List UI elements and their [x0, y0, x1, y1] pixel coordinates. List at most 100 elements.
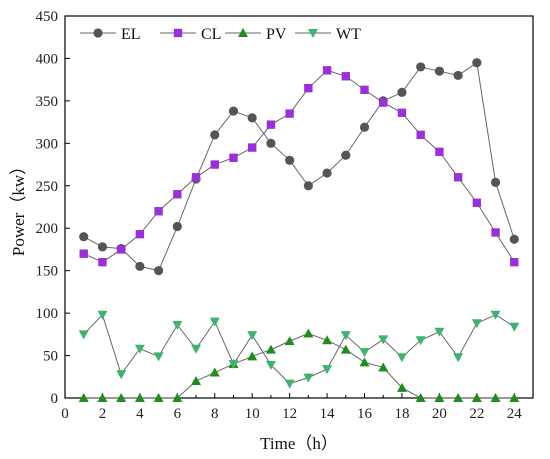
- data-point-cl: [154, 207, 163, 216]
- y-tick-label: 200: [36, 221, 59, 237]
- x-tick-label: 0: [61, 406, 69, 422]
- series-line-pv: [83, 332, 515, 399]
- legend: EL CL PV WT: [80, 26, 361, 43]
- data-point-cl: [322, 66, 332, 75]
- data-point-wt: [209, 317, 220, 327]
- data-point-el: [154, 266, 164, 276]
- data-point-wt: [172, 320, 183, 330]
- data-point-pv: [116, 393, 127, 402]
- data-point-pv: [340, 344, 351, 354]
- series-layer: [78, 58, 520, 402]
- x-tick-label: 14: [320, 406, 336, 422]
- data-point-cl: [510, 257, 519, 267]
- data-point-wt: [284, 379, 295, 389]
- data-point-el: [434, 66, 444, 76]
- legend-entry-el: EL: [80, 26, 141, 43]
- data-point-el: [341, 150, 351, 160]
- data-point-el: [172, 221, 182, 232]
- legend-label: WT: [336, 26, 361, 43]
- data-point-wt: [471, 319, 482, 329]
- series-el: [79, 58, 519, 276]
- data-point-pv: [153, 393, 164, 402]
- data-point-cl: [266, 120, 276, 129]
- data-point-el: [266, 138, 276, 148]
- x-axis: 0 2 4 6 8 10 12 14 16 18 20 22 24: [61, 393, 522, 422]
- series-line-cl: [83, 69, 515, 263]
- series-line-el: [83, 61, 515, 272]
- data-point-wt: [340, 331, 351, 341]
- y-tick-label: 400: [36, 51, 59, 67]
- data-point-cl: [397, 108, 407, 117]
- data-point-wt: [303, 373, 314, 383]
- data-point-pv: [134, 393, 145, 402]
- data-point-el: [247, 113, 257, 123]
- plot-border: [64, 15, 534, 399]
- data-point-cl: [285, 109, 294, 118]
- data-point-cl: [416, 130, 425, 140]
- data-point-el: [416, 62, 426, 72]
- data-point-wt: [322, 365, 333, 375]
- x-tick-label: 10: [245, 406, 260, 422]
- data-point-wt: [247, 331, 258, 341]
- series-line-wt: [83, 313, 515, 385]
- data-point-el: [228, 106, 239, 116]
- y-tick-label: 100: [36, 306, 59, 322]
- data-point-pv: [359, 357, 370, 367]
- data-point-cl: [491, 228, 500, 237]
- data-point-cl: [210, 160, 219, 169]
- series-cl: [79, 66, 519, 267]
- data-point-el: [135, 261, 145, 272]
- x-tick-label: 22: [469, 406, 484, 422]
- data-point-pv: [490, 393, 501, 402]
- data-point-cl: [98, 257, 107, 267]
- x-tick-label: 8: [211, 406, 219, 422]
- plot-frame: [64, 15, 534, 399]
- data-point-el: [490, 177, 501, 187]
- data-point-wt: [78, 330, 89, 340]
- data-point-wt: [116, 370, 127, 380]
- data-point-el: [285, 155, 295, 165]
- data-point-pv: [322, 335, 333, 345]
- data-point-el: [472, 58, 482, 68]
- data-point-pv: [265, 344, 276, 354]
- x-axis-title: Time（h）: [260, 434, 338, 453]
- data-point-cl: [248, 143, 257, 152]
- y-tick-label: 150: [36, 264, 59, 280]
- data-point-pv: [453, 393, 464, 402]
- y-axis: 0 50 100 150 200 250 300 350 400 450: [36, 9, 70, 407]
- x-tick-label: 2: [99, 406, 107, 422]
- data-point-pv: [303, 328, 314, 338]
- data-point-wt: [378, 335, 389, 345]
- legend-entry-cl: CL: [160, 26, 221, 43]
- data-point-cl: [173, 190, 182, 199]
- legend-marker: [238, 28, 248, 37]
- data-point-wt: [134, 344, 145, 354]
- legend-marker: [308, 29, 318, 38]
- legend-label: EL: [121, 26, 141, 43]
- x-tick-label: 20: [432, 406, 447, 422]
- data-point-pv: [78, 393, 89, 402]
- data-point-wt: [97, 310, 108, 320]
- data-point-cl: [191, 173, 201, 182]
- x-tick-label: 12: [282, 406, 297, 422]
- data-point-el: [359, 122, 370, 132]
- data-point-wt: [359, 348, 370, 358]
- data-point-pv: [415, 393, 426, 402]
- x-tick-label: 18: [394, 406, 409, 422]
- data-point-cl: [135, 229, 145, 239]
- y-axis-title: Power（kw）: [9, 158, 28, 256]
- data-point-wt: [509, 322, 520, 332]
- y-tick-label: 50: [43, 349, 58, 365]
- legend-marker: [173, 28, 183, 38]
- data-point-cl: [116, 245, 126, 254]
- data-point-pv: [284, 336, 295, 346]
- data-point-el: [509, 234, 519, 244]
- data-point-cl: [435, 147, 444, 157]
- data-point-wt: [415, 336, 426, 346]
- data-point-pv: [209, 367, 220, 377]
- legend-label: PV: [266, 26, 287, 43]
- x-tick-label: 6: [174, 406, 182, 422]
- data-point-pv: [191, 376, 202, 386]
- data-point-el: [210, 130, 220, 140]
